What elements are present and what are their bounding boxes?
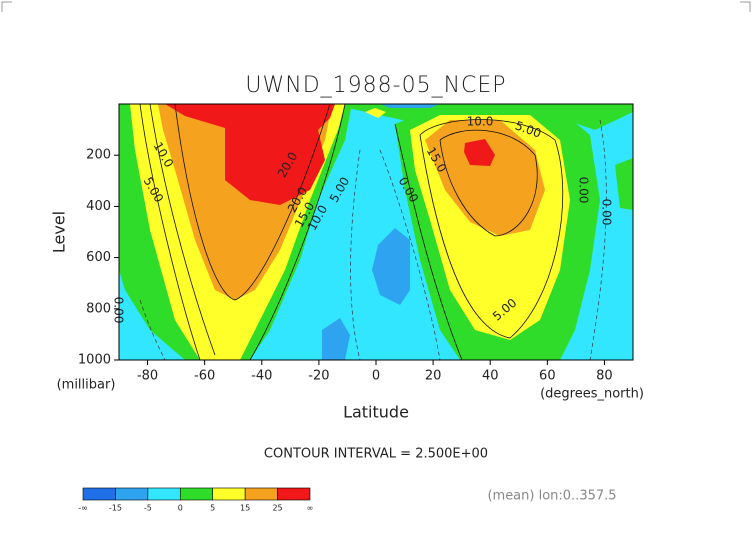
- x-tick-label: 20: [425, 369, 442, 384]
- x-tick-label: -60: [194, 369, 215, 384]
- colorbar-label: 5: [210, 504, 215, 513]
- contour-line: [379, 149, 441, 361]
- contour-line: [589, 119, 607, 361]
- y-tick-label: 200: [86, 148, 111, 163]
- x-tick-label: -80: [137, 369, 158, 384]
- contour-region: [464, 139, 495, 166]
- contour-label: 0.00: [577, 177, 591, 204]
- x-tick-label: 40: [482, 369, 499, 384]
- colorbar-label: -∞: [78, 504, 88, 513]
- x-unit: (degrees_north): [540, 387, 644, 402]
- colorbar-label: 25: [272, 504, 282, 513]
- contour-region: [615, 158, 633, 210]
- contour-line: [394, 123, 463, 361]
- colorbar-swatch: [115, 487, 149, 501]
- contour-region: [165, 104, 335, 205]
- y-tick-label: 1000: [78, 353, 111, 368]
- y-unit: (millibar): [57, 378, 116, 393]
- contour-line: [139, 103, 201, 361]
- colorbar-swatch: [82, 487, 116, 501]
- colorbar-swatch: [179, 487, 214, 501]
- contour-line: [174, 103, 331, 301]
- y-tick-label: 600: [86, 250, 111, 265]
- contour-label: 0.00: [600, 199, 614, 226]
- colorbar-swatch: [147, 487, 181, 501]
- corner-marks: [1, 1, 751, 12]
- contour-label: 10.0: [467, 115, 494, 129]
- contour-line: [139, 299, 166, 361]
- x-tick-label: -20: [308, 369, 329, 384]
- contour-line: [419, 119, 564, 339]
- contour-region: [372, 228, 410, 305]
- contour-region: [380, 104, 440, 108]
- y-axis-label: Level: [50, 211, 69, 253]
- y-tick-label: 400: [86, 199, 111, 214]
- colorbar-label: 0: [178, 504, 183, 513]
- colorbar-label: 15: [240, 504, 250, 513]
- chart-title: UWND_1988-05_NCEP: [245, 73, 506, 98]
- contour-region: [365, 108, 386, 118]
- note: (mean) lon:0..357.5: [487, 489, 616, 504]
- colorbar-swatch: [277, 487, 311, 501]
- x-tick-label: 60: [539, 369, 556, 384]
- colorbar-label: ∞: [307, 504, 314, 513]
- x-axis-label: Latitude: [343, 403, 409, 422]
- contour-region: [425, 120, 545, 236]
- x-tick-label: -40: [251, 369, 272, 384]
- contour-interval: CONTOUR INTERVAL = 2.500E+00: [264, 447, 488, 462]
- colorbar-label: -15: [109, 504, 122, 513]
- contour-line: [249, 103, 346, 361]
- x-tick-label: 80: [596, 369, 613, 384]
- y-tick-label: 800: [86, 301, 111, 316]
- contour-lines: [139, 103, 564, 361]
- contour-line: [439, 129, 538, 237]
- contour-region: [322, 318, 350, 360]
- colorbar-label: -5: [144, 504, 152, 513]
- contour-line: [149, 103, 216, 356]
- colorbar-swatch: [212, 487, 246, 501]
- x-tick-label: 0: [372, 369, 380, 384]
- contour-lines-negative: [139, 119, 607, 361]
- colorbar-swatch: [244, 487, 278, 501]
